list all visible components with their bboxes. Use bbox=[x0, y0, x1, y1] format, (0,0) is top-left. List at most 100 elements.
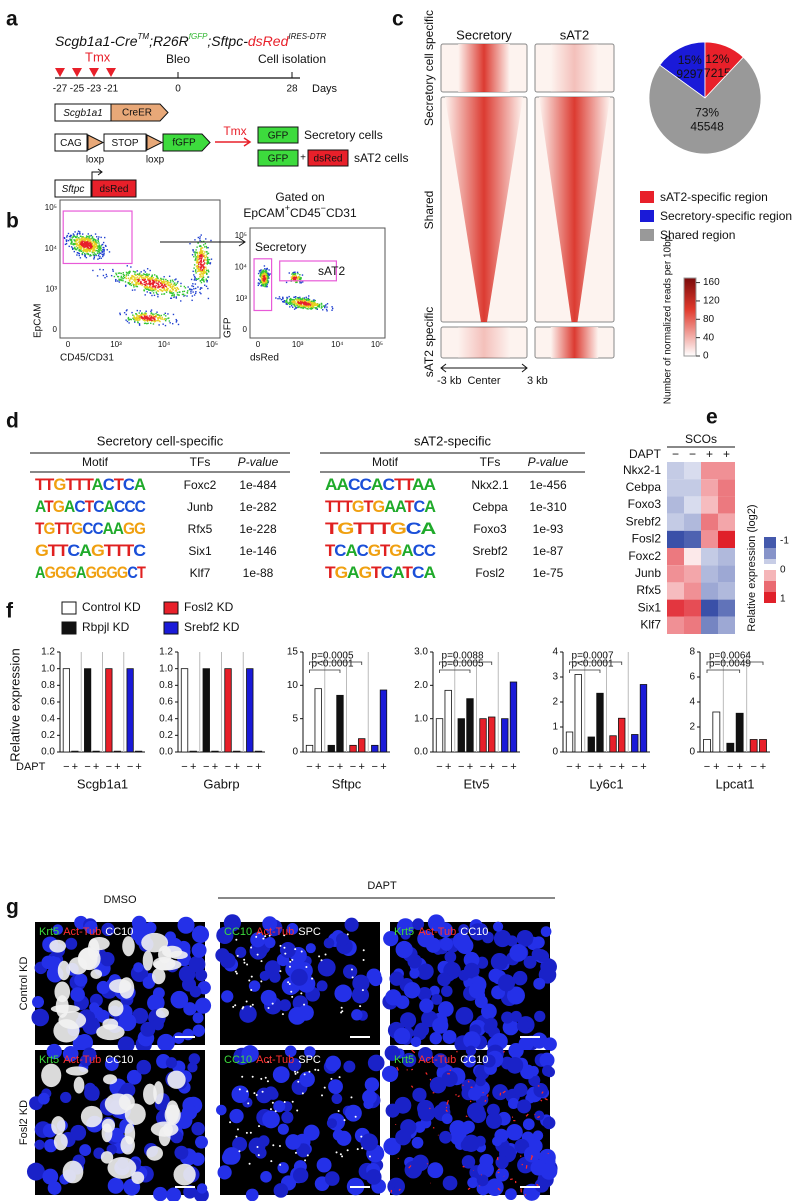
flow-dot bbox=[192, 283, 194, 285]
flow-dot bbox=[161, 286, 163, 289]
flow-dot bbox=[317, 305, 319, 308]
flow-dot bbox=[199, 268, 202, 270]
spc-signal bbox=[304, 1159, 307, 1162]
act-tub-signal bbox=[411, 1068, 414, 1071]
event-label: Bleo bbox=[166, 52, 190, 66]
motif-letter: G bbox=[335, 563, 348, 582]
flow-dot bbox=[137, 321, 139, 323]
flow-dot bbox=[326, 303, 329, 305]
flow-dot bbox=[75, 239, 77, 241]
nucleus bbox=[463, 1054, 476, 1068]
flow-dot bbox=[293, 296, 295, 299]
flow-dot bbox=[148, 277, 150, 280]
flow-dot bbox=[158, 314, 160, 317]
flow-dot bbox=[118, 278, 120, 280]
flow-dot bbox=[153, 282, 156, 284]
spc-signal bbox=[297, 1080, 300, 1083]
act-tub-signal bbox=[445, 1109, 448, 1113]
y-tick-label: 0.8 bbox=[159, 680, 173, 691]
flow-dot bbox=[195, 251, 197, 254]
flow-dot bbox=[306, 298, 308, 300]
colorbar-swatch bbox=[764, 570, 776, 581]
gate-part: EpCAM bbox=[243, 206, 284, 220]
motif-letter: A bbox=[134, 475, 146, 494]
nucleus bbox=[352, 974, 370, 992]
flow-dot bbox=[194, 270, 197, 272]
flow-dot bbox=[308, 298, 311, 301]
nucleus bbox=[239, 1005, 257, 1023]
flow-dot bbox=[267, 280, 269, 282]
motif-logo: TGTTGCCAAGG bbox=[35, 519, 146, 538]
bar bbox=[587, 736, 595, 753]
dapt-sign: − bbox=[588, 761, 594, 773]
table-cell: 1e-146 bbox=[239, 544, 277, 558]
flow-dot bbox=[293, 278, 295, 281]
flow-dot bbox=[87, 240, 89, 242]
flow-dot bbox=[102, 254, 104, 256]
flow-dot bbox=[98, 253, 100, 255]
flow-dot bbox=[96, 247, 98, 250]
flow-dot bbox=[164, 312, 166, 315]
spc-signal bbox=[270, 1160, 273, 1163]
flow-dot bbox=[86, 248, 88, 250]
motif-letter: G bbox=[106, 563, 117, 582]
flow-dot bbox=[85, 237, 87, 240]
colorbar-label: 80 bbox=[703, 314, 715, 325]
flow-dot bbox=[145, 310, 147, 312]
spc-signal bbox=[256, 1145, 259, 1148]
nucleus bbox=[170, 990, 189, 1009]
motif-letter: G bbox=[123, 519, 135, 538]
flow-dot bbox=[146, 276, 148, 279]
flow-dot bbox=[149, 284, 151, 286]
flow-dot bbox=[297, 272, 299, 275]
spc-signal bbox=[247, 1102, 250, 1105]
flow-dot bbox=[265, 268, 268, 271]
flow-dot bbox=[192, 270, 194, 273]
flow-dot bbox=[312, 306, 314, 308]
flow-dot bbox=[265, 277, 267, 280]
spc-signal bbox=[340, 1006, 343, 1009]
flow-dot bbox=[73, 235, 75, 237]
stain-label: CC10 Act-Tub SPC bbox=[224, 926, 321, 938]
flow-dot bbox=[150, 316, 153, 319]
motif-letter: C bbox=[93, 519, 104, 538]
flow-dot bbox=[150, 317, 152, 319]
flow-dot bbox=[134, 284, 137, 286]
flow-dot bbox=[76, 247, 79, 249]
gene-label: Klf7 bbox=[640, 618, 661, 632]
flow-dot bbox=[160, 277, 162, 280]
cc10-signal bbox=[57, 960, 71, 981]
y-tick-label: 0.0 bbox=[414, 747, 428, 758]
panel-label: a bbox=[6, 8, 18, 31]
flow-dot bbox=[144, 317, 146, 319]
flow-dot bbox=[94, 233, 97, 235]
flow-dot bbox=[103, 252, 105, 255]
nucleus bbox=[441, 1113, 453, 1125]
flow-dot bbox=[300, 300, 302, 303]
nucleus bbox=[323, 937, 335, 949]
construct-label: STOP bbox=[111, 138, 138, 149]
motif-logo: ATGACTCACCC bbox=[35, 497, 146, 516]
flow-dot bbox=[298, 302, 300, 305]
flow-dot bbox=[200, 265, 202, 268]
motif-letter: T bbox=[65, 475, 76, 494]
table-cell: 1e-228 bbox=[239, 522, 277, 536]
flow-dot bbox=[154, 279, 156, 281]
nucleus bbox=[133, 962, 144, 973]
flow-dot bbox=[74, 240, 76, 242]
flow-dot bbox=[135, 284, 138, 286]
table-cell: Srebf2 bbox=[472, 544, 508, 558]
flow-dot bbox=[156, 276, 158, 278]
flow-dot bbox=[320, 303, 323, 305]
stain-part: SPC bbox=[298, 926, 321, 938]
flow-dot bbox=[84, 255, 86, 258]
nucleus bbox=[462, 1134, 480, 1152]
spc-signal bbox=[264, 935, 267, 938]
construct-label: GFP bbox=[268, 154, 289, 165]
flow-dot bbox=[131, 274, 133, 277]
nucleus bbox=[334, 984, 352, 1003]
flow-dot bbox=[99, 249, 101, 251]
stain-part: Krt5 bbox=[394, 1054, 414, 1066]
spc-signal bbox=[362, 949, 365, 952]
flow-dot bbox=[76, 232, 79, 235]
